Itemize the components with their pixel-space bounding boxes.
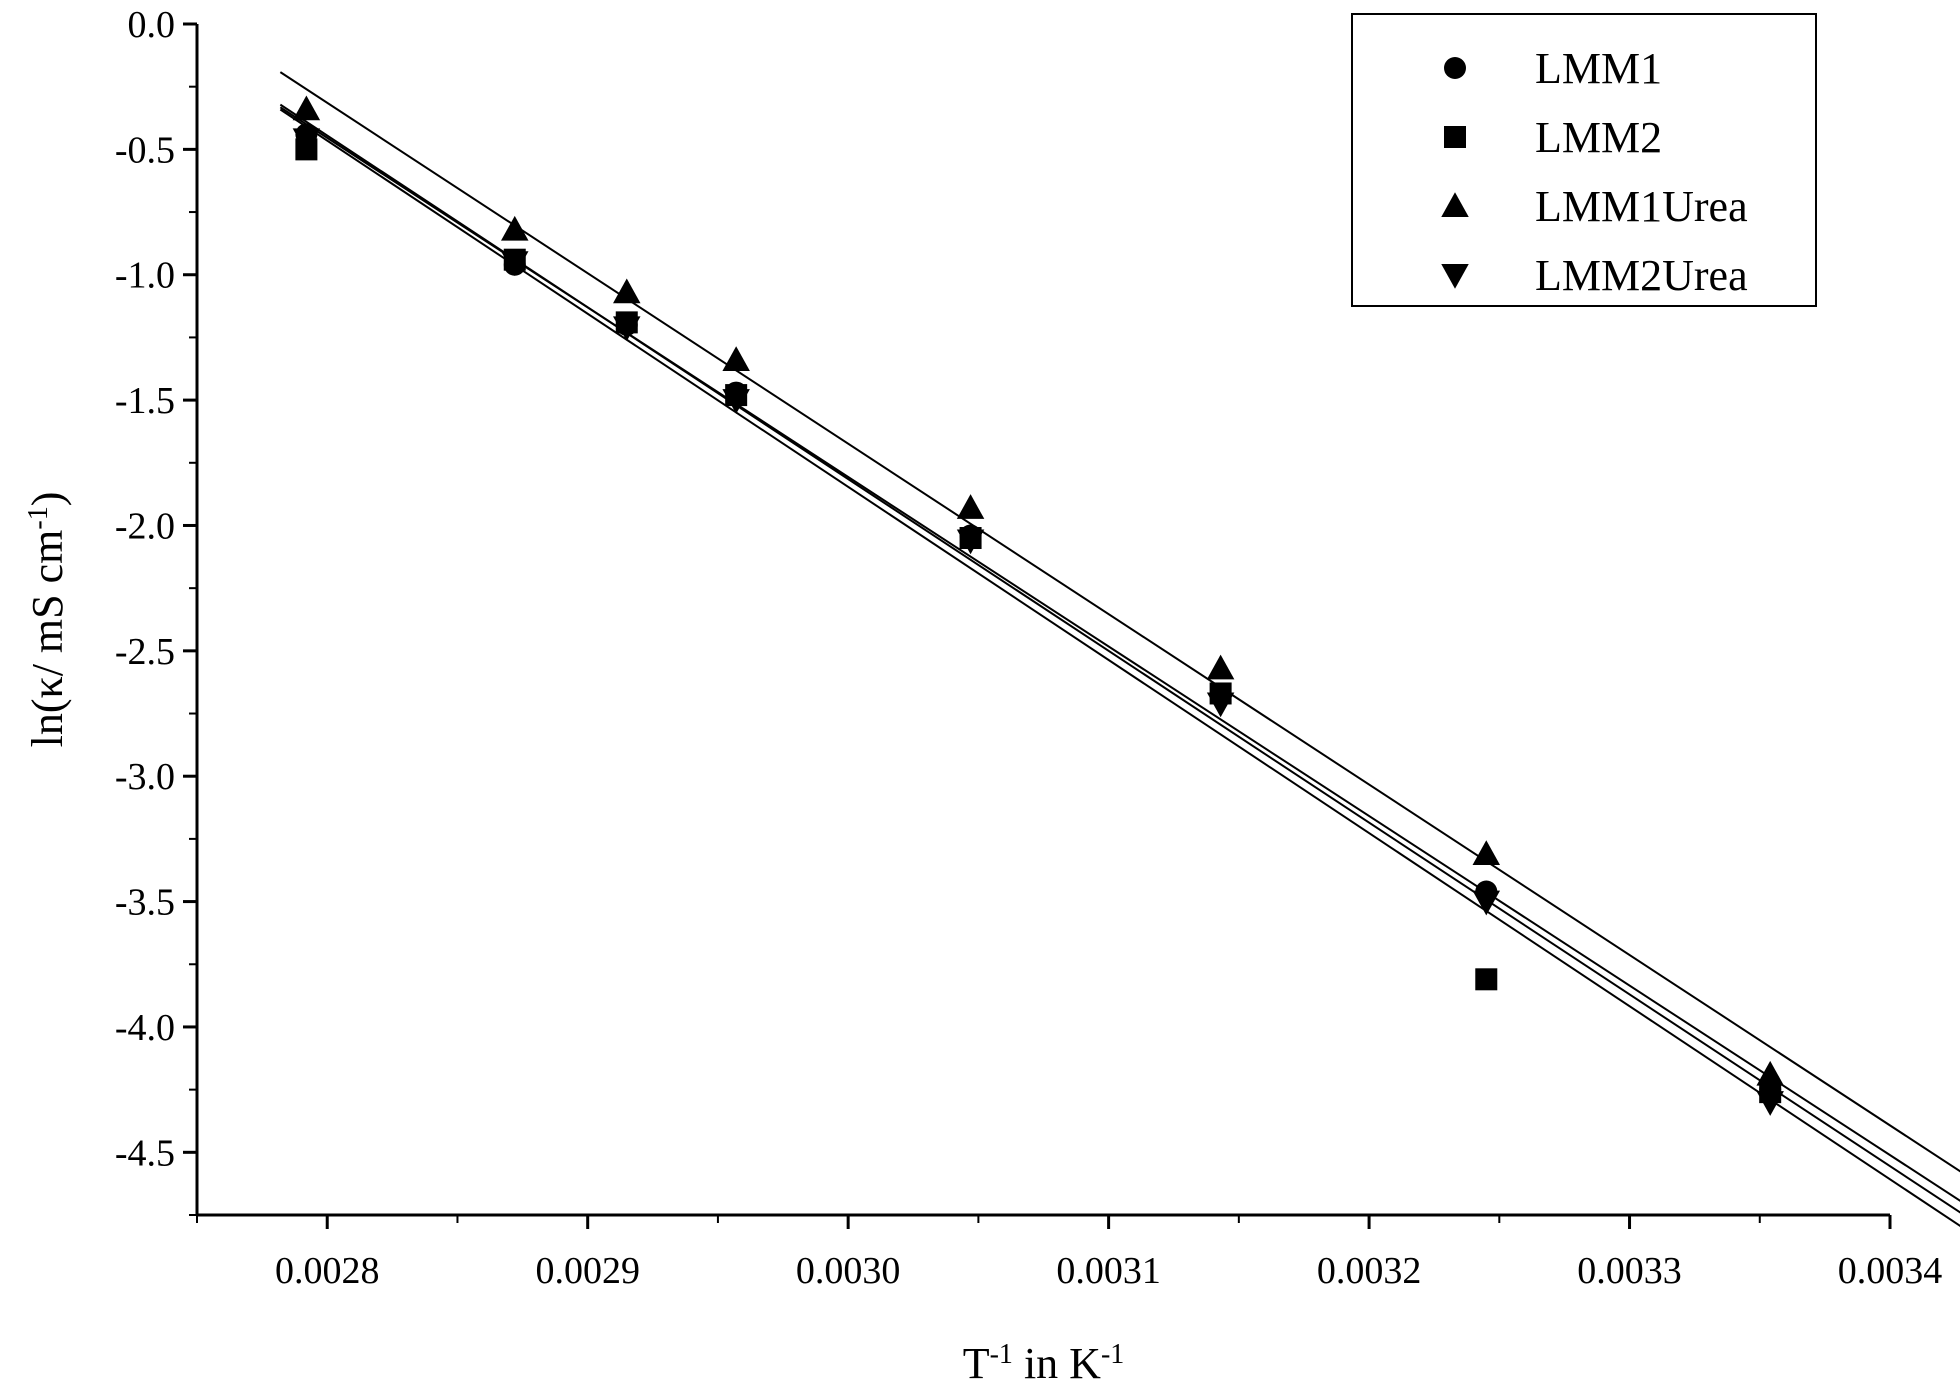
fit-line-lmm2urea xyxy=(279,103,1960,1214)
legend-label-lmm1urea: LMM1Urea xyxy=(1535,182,1748,231)
y-tick-label: -2.5 xyxy=(115,631,175,673)
data-point-lmm2urea xyxy=(1756,1091,1784,1116)
data-point-lmm2urea xyxy=(292,128,321,154)
data-point-lmm1urea xyxy=(1756,1060,1784,1086)
y-axis-title-superscript: -1 xyxy=(23,506,54,529)
x-axis-title-superscript: -1 xyxy=(990,1339,1013,1370)
data-point-lmm2urea xyxy=(1472,890,1501,916)
y-tick-label: -1.0 xyxy=(115,255,175,297)
data-point-lmm2urea xyxy=(956,529,985,555)
data-point-lmm1urea xyxy=(1472,840,1501,865)
x-tick-label: 0.0029 xyxy=(535,1250,640,1292)
data-point-lmm1urea xyxy=(722,346,750,371)
legend-label-lmm1: LMM1 xyxy=(1535,44,1662,93)
data-point-lmm2 xyxy=(1475,968,1498,991)
fit-line-lmm1urea xyxy=(279,71,1960,1173)
legend-marker-lmm1 xyxy=(1444,57,1466,79)
x-tick-label: 0.0030 xyxy=(796,1250,901,1292)
x-tick-label: 0.0033 xyxy=(1577,1250,1682,1292)
x-tick-label: 0.0028 xyxy=(275,1250,380,1292)
data-point-lmm2urea xyxy=(722,389,750,414)
data-point-lmm1urea xyxy=(292,95,321,121)
legend-label-lmm2urea: LMM2Urea xyxy=(1535,251,1748,300)
legend-marker-lmm2urea xyxy=(1441,264,1469,289)
legend-marker-lmm1urea xyxy=(1441,192,1469,217)
x-axis-title-text: T xyxy=(963,1339,990,1388)
y-tick-label: -2.0 xyxy=(115,505,175,547)
legend-marker-lmm2 xyxy=(1444,126,1466,148)
fit-line-lmm2 xyxy=(279,108,1960,1228)
y-tick-label: -3.5 xyxy=(115,882,175,924)
y-axis-title-text: ) xyxy=(23,492,72,507)
legend-box xyxy=(1351,13,1817,307)
y-tick-label: -0.5 xyxy=(115,129,175,171)
data-point-lmm2urea xyxy=(613,316,641,342)
data-point-lmm1urea xyxy=(956,494,985,519)
y-tick-label: -3.0 xyxy=(115,756,175,798)
y-tick-label: -1.5 xyxy=(115,380,175,422)
y-tick-label: -4.0 xyxy=(115,1007,175,1049)
y-axis-title-text: ln(κ/ mS cm xyxy=(23,530,72,748)
x-tick-label: 0.0032 xyxy=(1317,1250,1422,1292)
y-tick-label: 0.0 xyxy=(128,4,176,46)
y-tick-label: -4.5 xyxy=(115,1132,175,1174)
data-point-lmm1urea xyxy=(1206,654,1235,680)
x-axis-title-superscript: -1 xyxy=(1101,1339,1124,1370)
x-axis-title-text: in K xyxy=(1013,1339,1101,1388)
x-tick-label: 0.0031 xyxy=(1056,1250,1161,1292)
y-axis-title: ln(κ/ mS cm-1) xyxy=(23,492,73,748)
data-point-lmm1urea xyxy=(613,278,641,304)
data-point-lmm1urea xyxy=(501,215,529,241)
data-point-lmm2urea xyxy=(1206,692,1235,718)
x-axis-title: T-1 in K-1 xyxy=(963,1339,1125,1389)
x-tick-label: 0.0034 xyxy=(1838,1250,1943,1292)
data-point-lmm2urea xyxy=(501,251,529,276)
legend-label-lmm2: LMM2 xyxy=(1535,113,1662,162)
